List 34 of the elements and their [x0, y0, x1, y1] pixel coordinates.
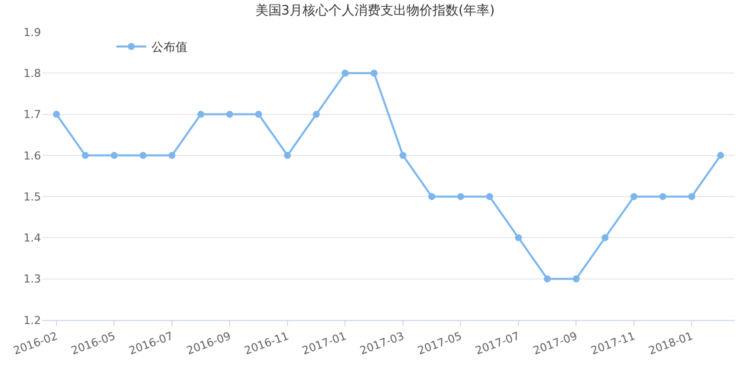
- y-tick-label: 1.7: [24, 108, 41, 122]
- y-tick-label: 1.3: [24, 272, 41, 286]
- y-tick-label: 1.9: [24, 26, 41, 39]
- point: [572, 275, 580, 282]
- point: [544, 275, 551, 282]
- y-tick-label: 1.4: [24, 232, 41, 245]
- point: [688, 193, 696, 200]
- point: [659, 193, 666, 200]
- point: [284, 152, 291, 159]
- point: [399, 152, 406, 159]
- point: [602, 234, 609, 242]
- point: [52, 110, 60, 118]
- point: [486, 193, 494, 200]
- point: [370, 70, 378, 77]
- point: [82, 152, 89, 159]
- point: [255, 110, 262, 118]
- point: [140, 152, 147, 159]
- chart-title: 美国3月核心个人消费支出物价指数(年率): [255, 2, 495, 19]
- point: [428, 193, 436, 200]
- y-tick-label: 1.6: [24, 149, 41, 162]
- point: [110, 152, 118, 159]
- point: [514, 234, 522, 242]
- y-tick-label: 1.8: [24, 66, 41, 80]
- point: [717, 152, 724, 159]
- point: [630, 193, 638, 200]
- point: [312, 110, 320, 118]
- point: [197, 110, 204, 118]
- point: [168, 152, 176, 159]
- point: [342, 70, 349, 77]
- point: [226, 110, 234, 118]
- y-tick-label: 1.2: [24, 314, 41, 327]
- point: [457, 193, 464, 200]
- legend-label: 公布值: [151, 40, 188, 54]
- y-tick-label: 1.5: [24, 190, 41, 204]
